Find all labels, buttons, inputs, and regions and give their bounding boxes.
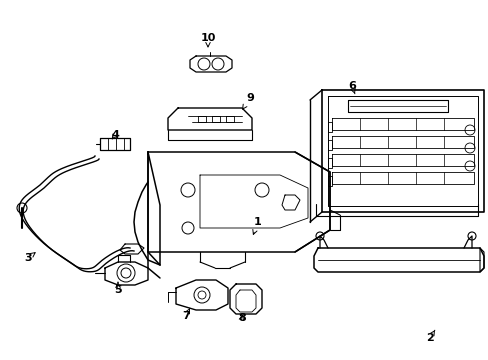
Text: 2: 2 — [425, 330, 434, 343]
Text: 4: 4 — [111, 130, 119, 140]
Text: 10: 10 — [200, 33, 215, 47]
Text: 7: 7 — [182, 308, 189, 321]
Text: 9: 9 — [242, 93, 253, 109]
Text: 6: 6 — [347, 81, 355, 94]
Text: 8: 8 — [238, 313, 245, 323]
Text: 1: 1 — [252, 217, 262, 234]
Text: 3: 3 — [24, 253, 35, 263]
Text: 5: 5 — [114, 282, 122, 295]
